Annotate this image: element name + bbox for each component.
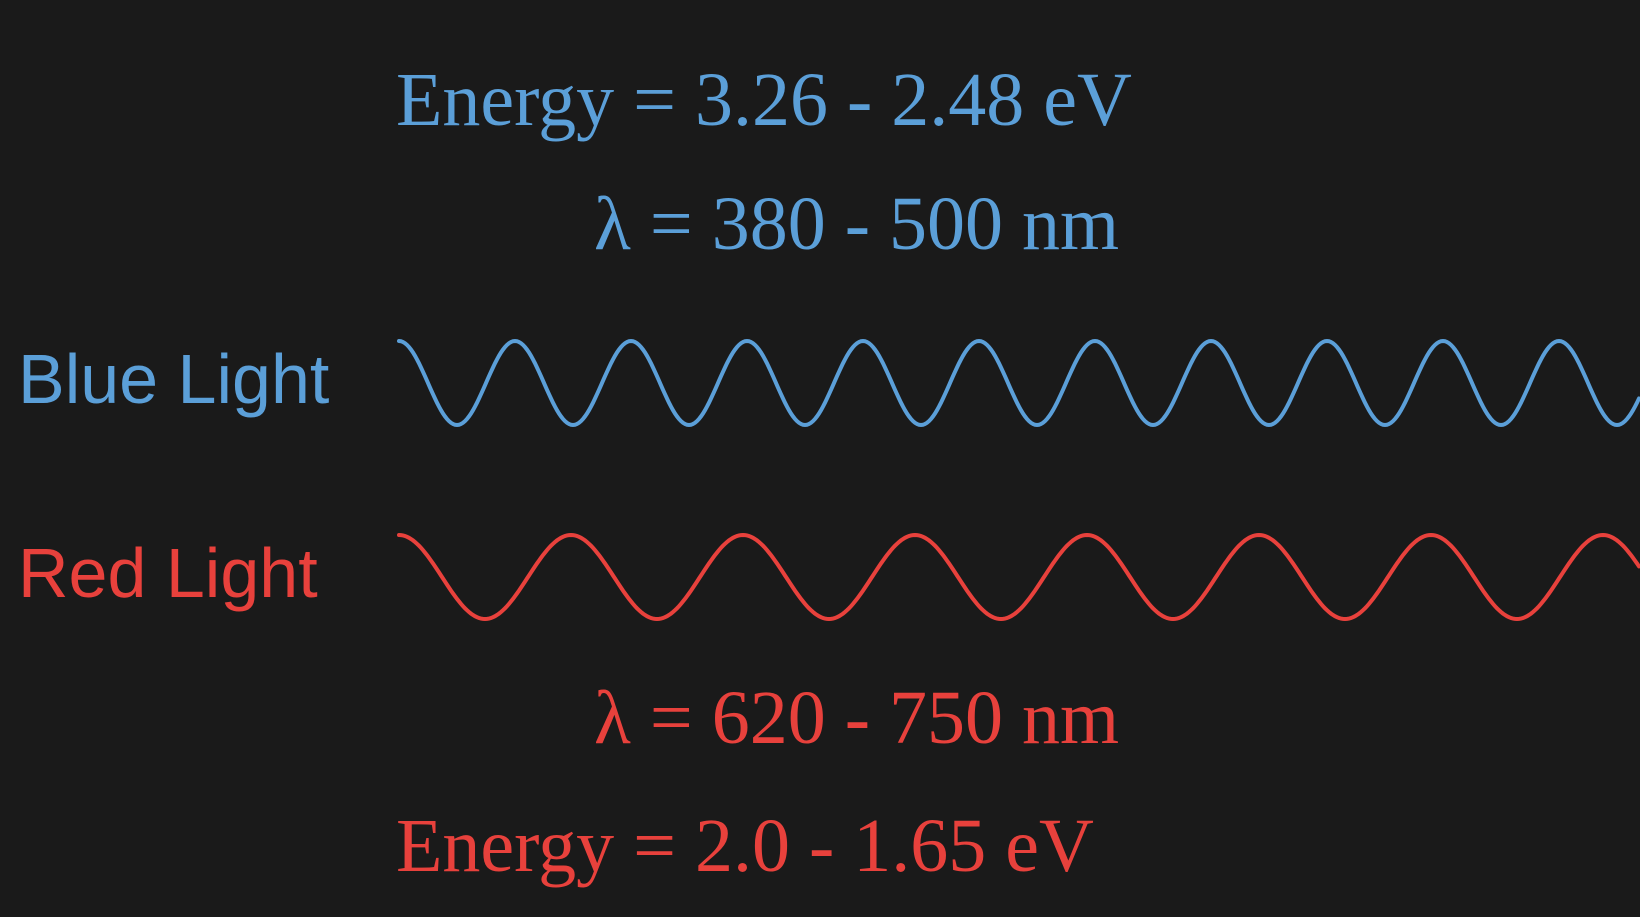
red-wavelength-text: λ = 620 - 750 nm — [594, 676, 1120, 760]
blue-wavelength-text: λ = 380 - 500 nm — [594, 182, 1120, 266]
blue-light-wave — [397, 338, 1640, 428]
red-light-wave — [397, 532, 1640, 622]
red-energy-text: Energy = 2.0 - 1.65 eV — [396, 804, 1094, 888]
blue-energy-text: Energy = 3.26 - 2.48 eV — [396, 58, 1132, 142]
red-light-label: Red Light — [18, 534, 318, 612]
blue-light-label: Blue Light — [18, 340, 330, 418]
